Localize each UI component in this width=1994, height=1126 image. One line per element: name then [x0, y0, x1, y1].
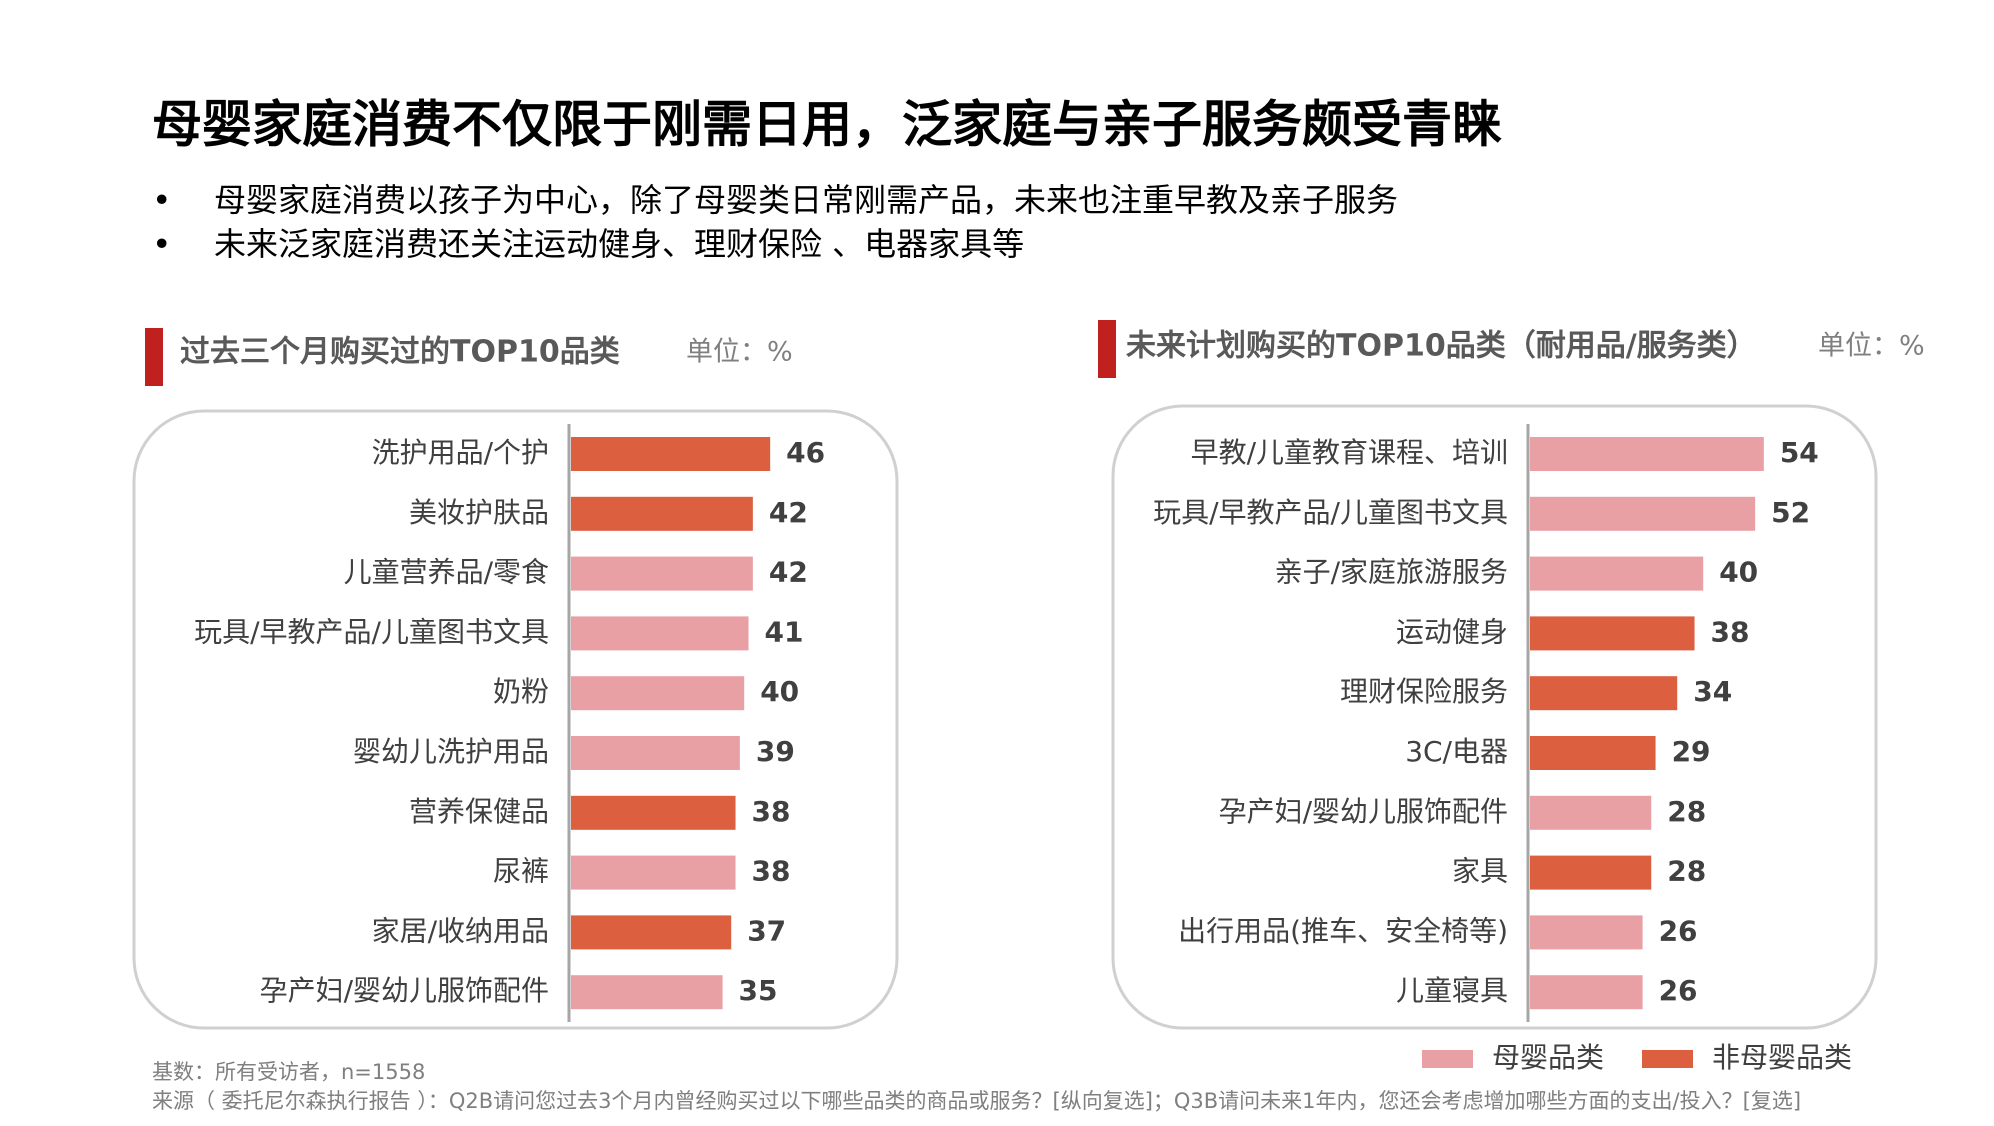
- value-label: 38: [752, 795, 791, 828]
- bar: [1530, 616, 1695, 651]
- bar: [1530, 556, 1704, 591]
- bar: [571, 616, 749, 651]
- category-label: 家居/收纳用品: [372, 914, 549, 947]
- legend-label: 母婴品类: [1492, 1041, 1604, 1074]
- value-label: 26: [1659, 974, 1698, 1007]
- value-label: 34: [1693, 675, 1732, 708]
- footnote: 来源（ 委托尼尔森执行报告 ）：Q2B请问您过去3个月内曾经购买过以下哪些品类的…: [152, 1089, 1801, 1113]
- value-label: 35: [739, 974, 778, 1007]
- value-label: 28: [1667, 795, 1706, 828]
- heading-marker: [1098, 320, 1116, 378]
- bullet: 未来泛家庭消费还关注运动健身、理财保险 、电器家具等: [214, 225, 1024, 263]
- category-label: 家具: [1452, 855, 1508, 888]
- value-label: 46: [786, 436, 825, 469]
- bar: [571, 795, 736, 830]
- category-label: 美妆护肤品: [409, 496, 549, 529]
- chart-title: 过去三个月购买过的TOP10品类: [180, 335, 620, 370]
- category-label: 玩具/早教产品/儿童图书文具: [194, 615, 549, 648]
- bar: [571, 437, 771, 471]
- value-label: 42: [769, 556, 808, 589]
- value-label: 29: [1672, 735, 1711, 768]
- bar: [1530, 795, 1652, 830]
- category-label: 运动健身: [1396, 615, 1508, 648]
- category-label: 奶粉: [493, 675, 549, 708]
- category-label: 出行用品(推车、安全椅等): [1178, 914, 1508, 947]
- value-label: 26: [1659, 914, 1698, 947]
- bullet: 母婴家庭消费以孩子为中心，除了母婴类日常刚需产品，未来也注重早教及亲子服务: [214, 181, 1398, 219]
- unit: 单位：%: [686, 337, 793, 368]
- title: 母婴家庭消费不仅限于刚需日用，泛家庭与亲子服务颇受青睐: [152, 96, 1502, 154]
- category-label: 洗护用品/个护: [372, 436, 549, 469]
- category-label: 营养保健品: [409, 795, 549, 828]
- category-label: 亲子/家庭旅游服务: [1275, 556, 1508, 589]
- value-label: 40: [760, 675, 799, 708]
- bullet-dot: •: [152, 225, 171, 264]
- chart-frame: [132, 409, 899, 1030]
- value-label: 38: [1711, 615, 1750, 648]
- bar: [1530, 975, 1643, 1010]
- bar: [1530, 736, 1656, 770]
- bar: [1530, 676, 1678, 711]
- legend-label: 非母婴品类: [1712, 1041, 1852, 1074]
- bar: [571, 915, 732, 950]
- legend-swatch: [1422, 1050, 1473, 1068]
- value-label: 38: [752, 855, 791, 888]
- legend-swatch: [1642, 1050, 1693, 1068]
- category-label: 3C/电器: [1405, 735, 1508, 768]
- category-label: 尿裤: [493, 855, 549, 888]
- value-label: 28: [1667, 855, 1706, 888]
- bar: [1530, 496, 1756, 531]
- bar: [1530, 437, 1764, 471]
- category-label: 孕产妇/婴幼儿服饰配件: [260, 974, 549, 1007]
- category-label: 儿童营养品/零食: [344, 556, 549, 589]
- category-label: 早教/儿童教育课程、培训: [1191, 436, 1508, 469]
- bar: [571, 496, 753, 531]
- value-label: 52: [1771, 496, 1810, 529]
- value-label: 54: [1780, 436, 1819, 469]
- category-label: 婴幼儿洗护用品: [353, 735, 549, 768]
- bullet-dot: •: [152, 181, 171, 220]
- bar: [571, 676, 745, 711]
- category-label: 玩具/早教产品/儿童图书文具: [1153, 496, 1508, 529]
- chart-frame: [1111, 404, 1878, 1030]
- bar: [1530, 855, 1652, 890]
- value-label: 41: [765, 615, 804, 648]
- bar: [571, 556, 753, 591]
- bar: [1530, 915, 1643, 950]
- bar: [571, 855, 736, 890]
- value-label: 39: [756, 735, 795, 768]
- category-label: 理财保险服务: [1340, 675, 1508, 708]
- heading-marker: [145, 328, 163, 386]
- unit: 单位：%: [1818, 331, 1925, 362]
- value-label: 42: [769, 496, 808, 529]
- value-label: 40: [1719, 556, 1758, 589]
- chart-title: 未来计划购买的TOP10品类（耐用品/服务类）: [1126, 329, 1757, 364]
- category-label: 孕产妇/婴幼儿服饰配件: [1219, 795, 1508, 828]
- value-label: 37: [747, 914, 786, 947]
- bar: [571, 736, 740, 770]
- bar: [571, 975, 723, 1010]
- footnote: 基数：所有受访者，n=1558: [152, 1060, 425, 1084]
- category-label: 儿童寝具: [1396, 974, 1508, 1007]
